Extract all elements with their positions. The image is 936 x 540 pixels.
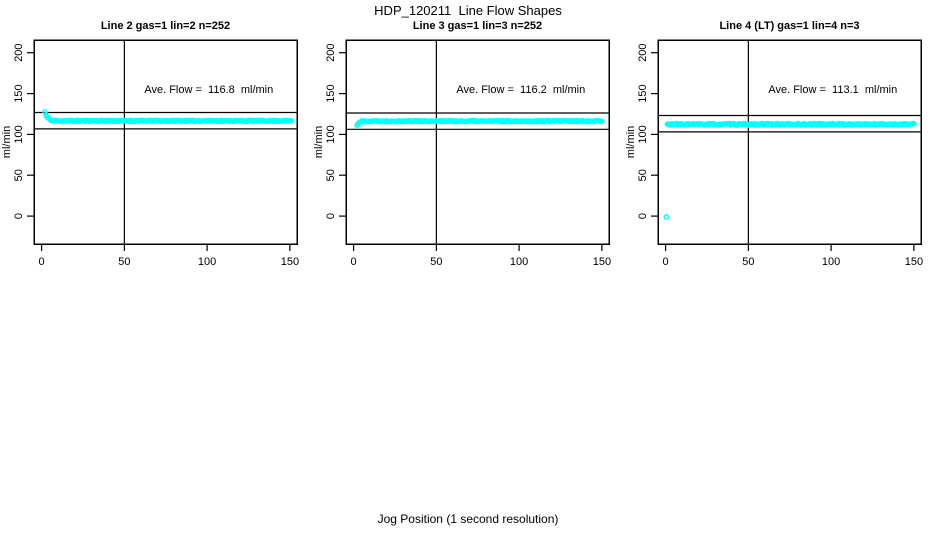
- x-axis-outer-label: Jog Position (1 second resolution): [377, 512, 559, 526]
- figure-title: HDP_120211 Line Flow Shapes: [374, 3, 562, 18]
- plot-border: [345, 39, 610, 245]
- x-tick-label: 0: [663, 256, 669, 268]
- x-tick-label: 0: [351, 256, 357, 268]
- x-tick-label: 150: [905, 256, 923, 268]
- y-axis-label: ml/min: [625, 126, 637, 158]
- x-tick-label: 150: [281, 256, 299, 268]
- y-tick-label: 0: [325, 213, 337, 219]
- y-tick-label: 100: [637, 125, 649, 143]
- plot-border: [33, 39, 298, 245]
- panel-title: Line 3 gas=1 lin=3 n=252: [412, 20, 543, 32]
- x-tick-label: 0: [39, 256, 45, 268]
- flow-panel-line-2: Line 2 gas=1 lin=2 n=252 0 50 100 150 0 50 100…: [0, 18, 312, 272]
- ave-flow-annotation: Ave. Flow = 116.8 ml/min: [144, 84, 273, 96]
- y-tick-label: 50: [637, 169, 649, 181]
- flow-panel-line-4: Line 4 (LT) gas=1 lin=4 n=3 0 50 100 150 0 50…: [624, 18, 936, 272]
- scatter-plot: 0 50 100 150 0 50 100 150 200 ml/min Ave. Flow = 1…: [313, 39, 611, 268]
- scatter-plot: 0 50 100 150 0 50 100 150 200 ml/min Ave. Flow = 1…: [1, 39, 299, 268]
- y-tick-label: 100: [325, 125, 337, 143]
- y-axis-label: ml/min: [1, 126, 13, 158]
- y-tick-label: 200: [325, 44, 337, 62]
- y-tick-label: 100: [13, 125, 25, 143]
- scatter-point: [911, 120, 917, 127]
- y-tick-label: 200: [637, 44, 649, 62]
- x-tick-label: 100: [198, 256, 216, 268]
- plot-border: [657, 39, 922, 245]
- y-tick-label: 200: [13, 44, 25, 62]
- x-tick-label: 50: [742, 256, 754, 268]
- x-tick-label: 100: [510, 256, 528, 268]
- x-tick-label: 50: [118, 256, 130, 268]
- panel-title: Line 2 gas=1 lin=2 n=252: [100, 20, 231, 32]
- x-tick-label: 150: [593, 256, 611, 268]
- scatter-point: [599, 118, 605, 125]
- ave-flow-annotation: Ave. Flow = 113.1 ml/min: [768, 84, 897, 96]
- y-tick-label: 0: [637, 213, 649, 219]
- y-tick-label: 150: [637, 84, 649, 102]
- y-tick-label: 50: [325, 169, 337, 181]
- ave-flow-annotation: Ave. Flow = 116.2 ml/min: [456, 84, 585, 96]
- y-tick-label: 0: [13, 213, 25, 219]
- x-tick-label: 50: [430, 256, 442, 268]
- scatter-point: [42, 109, 48, 115]
- y-tick-label: 150: [325, 84, 337, 102]
- y-axis-label: ml/min: [313, 126, 325, 158]
- x-tick-label: 100: [822, 256, 840, 268]
- flow-panel-line-3: Line 3 gas=1 lin=3 n=252 0 50 100 150 0 50 100…: [312, 18, 624, 272]
- y-tick-label: 150: [13, 84, 25, 102]
- y-tick-label: 50: [13, 169, 25, 181]
- panel-title: Line 4 (LT) gas=1 lin=4 n=3: [719, 20, 860, 32]
- outlier-point: [663, 213, 670, 220]
- scatter-plot: 0 50 100 150 0 50 100 150 200 ml/min Ave. Flow = 1…: [625, 39, 923, 268]
- scatter-point: [288, 118, 295, 124]
